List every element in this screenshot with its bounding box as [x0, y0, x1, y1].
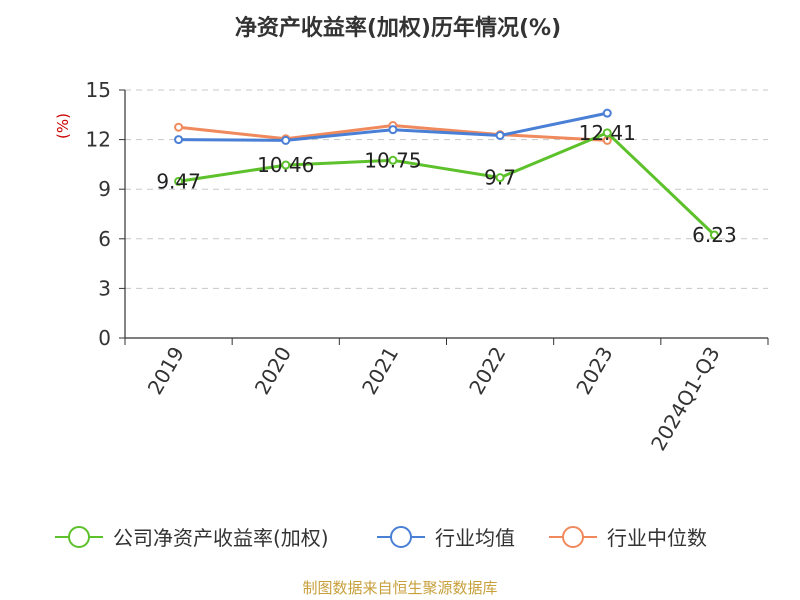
- y-tick-label: 3: [98, 276, 111, 300]
- series-point: [388, 125, 398, 135]
- series-point: [602, 108, 612, 118]
- axes: 0 3 6 9 12 15 2019 2020 2021 2022 2023 2024Q1-Q3: [86, 78, 769, 455]
- legend-item: 公司净资产收益率(加权): [55, 526, 329, 550]
- y-axis-label: (%): [54, 113, 72, 139]
- source-note: 制图数据来自恒生聚源数据库: [302, 579, 497, 597]
- data-label: 10.75: [364, 148, 421, 172]
- series-point: [281, 160, 291, 170]
- x-tick-label: 2024Q1-Q3: [646, 343, 725, 455]
- series-line: [178, 131, 716, 237]
- legend-marker: [68, 526, 90, 548]
- series-point: [174, 135, 184, 145]
- series-point: [602, 128, 612, 138]
- series-point: [281, 135, 291, 145]
- data-labels: 9.47 10.46 10.75 9.7 12.41 6.23: [156, 121, 736, 247]
- gridlines: [125, 89, 768, 289]
- x-tick-label: 2023: [571, 343, 617, 399]
- legend-item: 行业均值: [377, 526, 515, 550]
- data-label: 9.7: [484, 166, 516, 190]
- legend-label: 行业中位数: [607, 526, 707, 550]
- legend: 公司净资产收益率(加权) 行业均值 行业中位数: [55, 526, 707, 550]
- data-label: 6.23: [692, 223, 737, 247]
- series-point: [388, 155, 398, 165]
- x-tick-label: 2019: [143, 343, 189, 399]
- series-point: [709, 230, 719, 240]
- series-point: [174, 122, 184, 132]
- y-tick-label: 6: [98, 227, 111, 251]
- legend-marker: [390, 526, 412, 548]
- x-tick-label: 2020: [250, 343, 296, 399]
- legend-marker: [562, 526, 584, 548]
- series-point: [174, 176, 184, 186]
- data-label: 10.46: [257, 153, 314, 177]
- series-point: [495, 130, 505, 140]
- legend-label: 公司净资产收益率(加权): [113, 526, 329, 550]
- series-point: [495, 173, 505, 183]
- data-label: 12.41: [579, 121, 636, 145]
- chart-title: 净资产收益率(加权)历年情况(%): [235, 15, 561, 41]
- y-tick-label: 12: [86, 128, 111, 152]
- legend-item: 行业中位数: [549, 526, 707, 550]
- x-tick-label: 2021: [357, 343, 403, 399]
- x-tick-label: 2022: [464, 343, 510, 399]
- y-tick-label: 0: [98, 326, 111, 350]
- legend-label: 行业均值: [435, 526, 515, 550]
- series-lines: [174, 108, 719, 240]
- y-tick-label: 9: [98, 177, 111, 201]
- y-tick-label: 15: [86, 78, 111, 102]
- data-label: 9.47: [156, 169, 201, 193]
